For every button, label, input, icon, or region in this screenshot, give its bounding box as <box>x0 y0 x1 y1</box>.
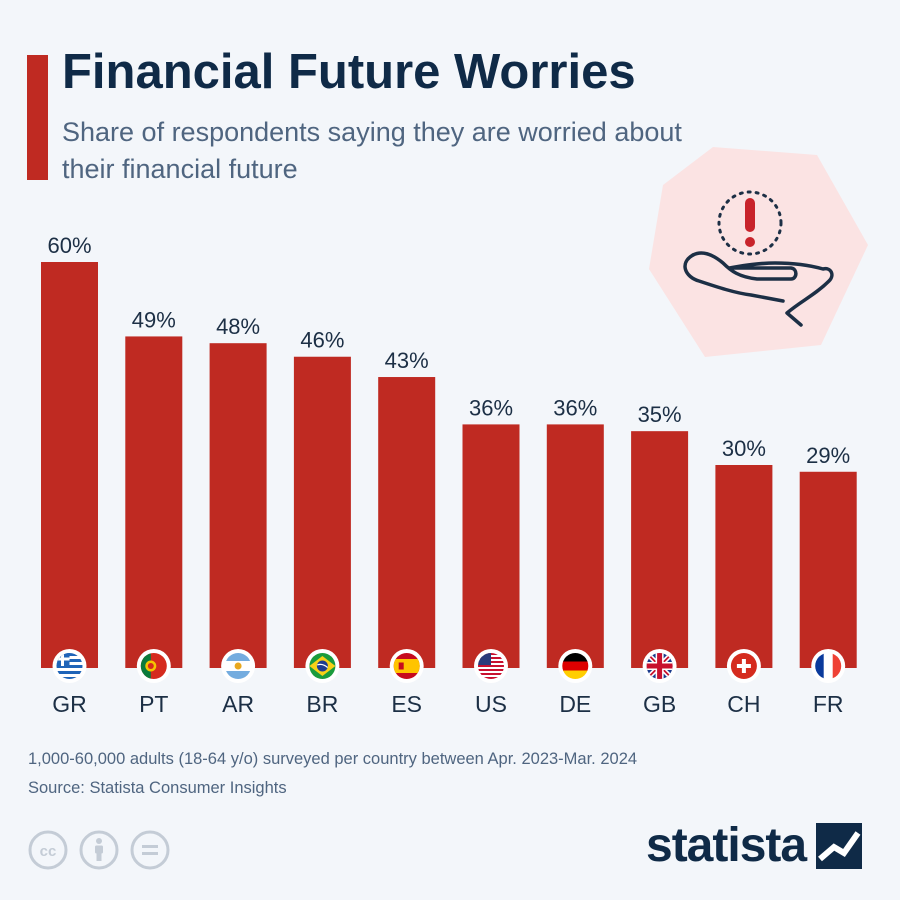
tick-label-gb: GB <box>643 691 676 717</box>
value-label-us: 36% <box>469 395 513 420</box>
brazil-flag-icon <box>305 649 340 683</box>
statista-logo[interactable]: statista <box>646 816 863 876</box>
spain-flag-icon <box>389 649 424 683</box>
uk-flag-icon <box>642 649 677 683</box>
switzerland-flag-icon <box>726 649 761 683</box>
source-note: Source: Statista Consumer Insights <box>28 779 287 797</box>
bar-br <box>293 356 351 668</box>
germany-flag-icon <box>558 649 593 683</box>
tick-label-gr: GR <box>52 691 87 717</box>
tick-label-pt: PT <box>139 691 168 717</box>
bar-gr <box>41 262 98 668</box>
tick-label-ar: AR <box>222 691 254 717</box>
svg-text:cc: cc <box>40 843 57 860</box>
bar-gb <box>631 431 689 668</box>
value-label-br: 46% <box>300 328 344 353</box>
bar-ch <box>715 465 773 668</box>
hand-warning-icon <box>649 147 868 357</box>
cc-icon[interactable]: cc <box>27 829 69 871</box>
france-flag-icon <box>811 649 846 683</box>
value-label-ch: 30% <box>722 436 766 461</box>
usa-flag-icon <box>474 649 508 683</box>
bar-fr <box>799 471 857 668</box>
argentina-flag-icon <box>221 649 256 683</box>
bar-ar <box>209 343 267 668</box>
tick-label-br: BR <box>306 691 338 717</box>
statista-logo-icon <box>816 823 863 869</box>
value-label-es: 43% <box>385 348 429 373</box>
value-label-ar: 48% <box>216 314 260 339</box>
tick-label-fr: FR <box>813 691 844 717</box>
tick-label-de: DE <box>559 691 591 717</box>
bar-es <box>378 377 436 668</box>
license-icons: cc <box>27 829 171 871</box>
value-label-gr: 60% <box>47 233 91 258</box>
greece-flag-icon <box>52 649 87 683</box>
tick-label-ch: CH <box>727 691 760 717</box>
chart-subtitle: Share of respondents saying they are wor… <box>62 117 682 184</box>
attribution-icon[interactable] <box>78 829 120 871</box>
value-label-pt: 49% <box>132 307 176 332</box>
value-label-de: 36% <box>553 395 597 420</box>
bar-us <box>462 424 520 668</box>
bar-de <box>546 424 604 668</box>
survey-note: 1,000-60,000 adults (18-64 y/o) surveyed… <box>28 750 638 768</box>
tick-label-es: ES <box>391 691 422 717</box>
bar-pt <box>125 336 183 668</box>
chart-title: Financial Future Worries <box>62 45 636 99</box>
value-label-fr: 29% <box>806 443 850 468</box>
portugal-flag-icon <box>136 649 171 683</box>
title-accent-bar <box>27 55 48 180</box>
brand-name: statista <box>646 819 807 872</box>
no-derivatives-icon[interactable] <box>129 829 171 871</box>
tick-label-us: US <box>475 691 507 717</box>
value-label-gb: 35% <box>638 402 682 427</box>
